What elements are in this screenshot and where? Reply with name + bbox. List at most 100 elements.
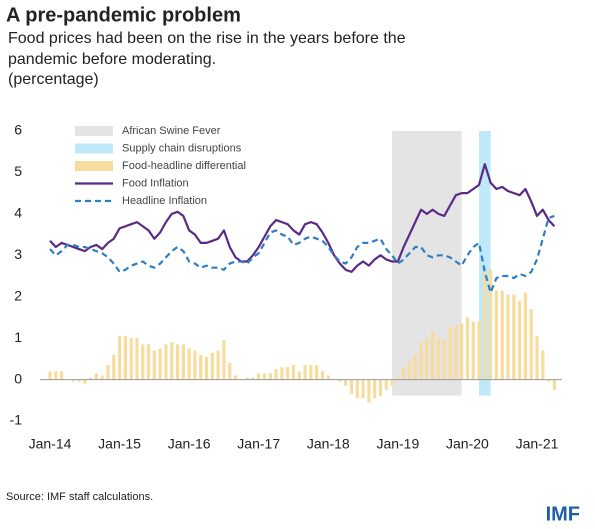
line-series xyxy=(49,163,556,273)
bar xyxy=(129,338,133,380)
bar xyxy=(228,363,232,380)
bar xyxy=(146,344,151,380)
bar xyxy=(378,379,383,397)
bar xyxy=(54,371,58,380)
bar xyxy=(523,292,527,380)
bar xyxy=(112,354,116,380)
bar xyxy=(442,340,446,380)
bar xyxy=(257,373,261,380)
bar xyxy=(199,354,203,380)
subtitle: (percentage) xyxy=(8,71,99,88)
bar xyxy=(338,379,342,382)
bar xyxy=(286,367,290,380)
bar xyxy=(373,379,377,399)
bar xyxy=(465,317,470,380)
bar xyxy=(506,294,510,380)
legend-swatch xyxy=(75,143,113,154)
x-tick-label: Jan-14 xyxy=(29,436,72,452)
bar xyxy=(320,371,325,380)
bar xyxy=(204,356,209,380)
bar xyxy=(361,379,365,399)
y-tick-label: 1 xyxy=(14,329,22,345)
bar xyxy=(500,290,504,380)
bar xyxy=(344,379,348,386)
bar xyxy=(396,377,400,380)
bar xyxy=(425,338,429,380)
bar xyxy=(448,327,452,380)
bar xyxy=(477,321,481,380)
bar xyxy=(216,350,220,380)
y-tick-label: 3 xyxy=(14,246,22,262)
bar xyxy=(454,325,458,380)
bar xyxy=(222,340,226,380)
bar xyxy=(402,367,406,380)
bar xyxy=(419,342,423,380)
bar xyxy=(512,294,516,380)
legend-label: African Swine Fever xyxy=(122,125,221,137)
bar xyxy=(117,336,122,380)
bar xyxy=(106,365,110,380)
source: Source: IMF staff calculations. xyxy=(6,491,153,503)
bar xyxy=(390,379,394,386)
x-tick-label: Jan-15 xyxy=(98,436,141,452)
bar xyxy=(349,379,354,395)
bar xyxy=(494,290,499,380)
x-tick-label: Jan-21 xyxy=(516,436,559,452)
bar xyxy=(48,371,52,380)
legend-label: Food Inflation xyxy=(122,177,189,189)
bar xyxy=(175,344,180,380)
bar xyxy=(315,365,319,380)
bar xyxy=(210,352,214,380)
bar xyxy=(152,350,156,380)
y-tick-label: 6 xyxy=(14,122,22,138)
x-tick-label: Jan-16 xyxy=(168,436,211,452)
logo: IMF xyxy=(546,503,580,525)
bar xyxy=(141,344,145,380)
bar xyxy=(483,271,487,380)
bar xyxy=(552,379,556,390)
y-tick-label: 0 xyxy=(14,370,22,386)
bar xyxy=(233,375,238,380)
bar xyxy=(187,348,191,380)
y-tick-label: 4 xyxy=(14,205,22,221)
bar xyxy=(309,365,313,380)
line-series xyxy=(49,214,555,294)
bar xyxy=(436,338,441,380)
bar xyxy=(170,342,174,380)
bar xyxy=(262,373,267,380)
legend-label: Supply chain disruptions xyxy=(122,142,242,154)
bar xyxy=(268,373,272,380)
bar xyxy=(297,371,301,380)
bar xyxy=(384,379,388,390)
x-tick-label: Jan-17 xyxy=(237,436,280,452)
y-tick-label: 2 xyxy=(14,287,22,303)
bar xyxy=(326,375,330,380)
bar xyxy=(88,377,93,380)
bar xyxy=(71,379,75,382)
legend-label: Headline Inflation xyxy=(122,195,207,207)
x-tick-label: Jan-20 xyxy=(446,436,489,452)
bar xyxy=(460,323,464,380)
chart-title: A pre-pandemic problem xyxy=(6,4,241,26)
bar xyxy=(431,331,435,380)
bar xyxy=(251,377,255,380)
y-tick-label: 5 xyxy=(14,163,22,179)
bar xyxy=(193,350,197,380)
legend-swatch xyxy=(75,161,113,171)
bar xyxy=(535,336,539,380)
bar xyxy=(135,338,139,380)
bar xyxy=(303,365,307,380)
bar xyxy=(77,379,81,382)
bar xyxy=(547,379,551,382)
bar xyxy=(274,369,278,380)
bar xyxy=(94,373,98,380)
x-tick-label: Jan-19 xyxy=(376,436,419,452)
bar xyxy=(471,321,475,380)
subtitle: pandemic before moderating. xyxy=(8,51,216,68)
bar xyxy=(541,350,545,380)
legend-label: Food-headline differential xyxy=(122,160,246,172)
shaded-period xyxy=(479,131,491,396)
bar xyxy=(529,309,533,380)
legend-swatch xyxy=(75,126,113,136)
